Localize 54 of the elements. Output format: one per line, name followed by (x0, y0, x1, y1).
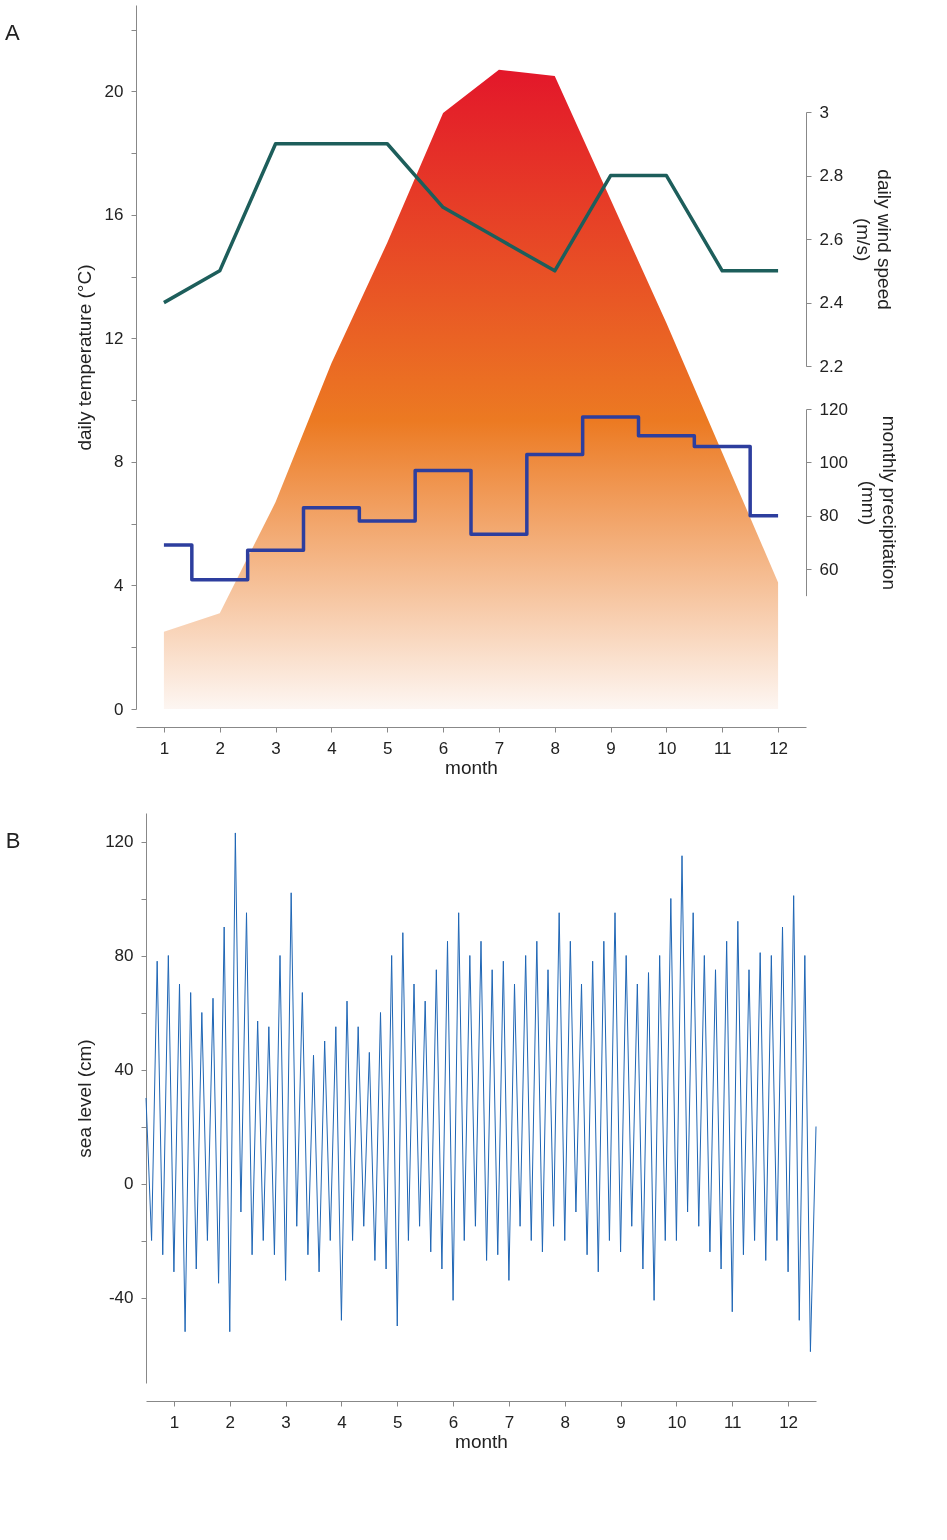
x-tick-label: 9 (616, 1412, 626, 1432)
y2-tick-label: 2.4 (819, 293, 844, 313)
y-tick-label: 16 (104, 205, 124, 225)
x-tick-label: 2 (215, 738, 225, 758)
text: B (5, 828, 21, 853)
y3-axis-title: monthly precipitation (mm) (857, 415, 900, 591)
y3-tick-label: 80 (819, 506, 839, 526)
x-tick-label: 5 (383, 738, 393, 758)
x-tick-label: 8 (550, 738, 560, 758)
line-series (145, 832, 817, 1353)
x-tick-label: 3 (271, 738, 281, 758)
x-tick-label: 12 (769, 738, 789, 758)
y-tick-label: 12 (104, 328, 124, 348)
x-tick-label: 4 (327, 738, 337, 758)
y-tick-label: 0 (114, 699, 124, 719)
y2-tick-label: 3 (819, 102, 829, 122)
y-tick-label: 40 (114, 1060, 134, 1079)
line-series (162, 142, 780, 305)
y3-tick-label: 100 (819, 452, 848, 472)
x-tick-label: 7 (504, 1412, 515, 1432)
x-tick-label: 4 (337, 1412, 347, 1432)
x-tick-label: 11 (713, 738, 732, 758)
y-axis-title: daily temperature (°C) (73, 264, 95, 451)
y-tick-label: -40 (108, 1288, 134, 1307)
y2-axis-title: daily wind speed (m/s) (853, 169, 896, 310)
y3-tick-label: 60 (819, 559, 839, 579)
x-tick-label: 10 (667, 1412, 687, 1432)
y-axis-title: sea level (cm) (74, 1039, 96, 1158)
y-tick-label: 0 (124, 1174, 134, 1193)
x-tick-label: 6 (448, 1412, 459, 1432)
y3-tick-label: 120 (819, 399, 848, 419)
x-tick-label: 7 (494, 738, 505, 758)
x-axis-title: month (445, 756, 498, 778)
x-tick-label: 2 (225, 1412, 235, 1432)
x-tick-label: 9 (606, 738, 616, 758)
y-tick-label: 80 (114, 946, 134, 965)
text: A (5, 20, 21, 45)
y2-tick-label: 2.8 (819, 166, 844, 186)
x-tick-label: 1 (159, 738, 170, 758)
x-tick-label: 6 (438, 738, 449, 758)
x-tick-label: 8 (560, 1412, 570, 1432)
x-tick-label: 1 (169, 1412, 180, 1432)
y-tick-label: 8 (114, 452, 124, 472)
y-tick-label: 20 (104, 81, 124, 101)
x-tick-label: 10 (657, 738, 677, 758)
y-tick-label: 4 (114, 575, 124, 595)
y-tick-label: 120 (105, 832, 134, 851)
x-tick-label: 5 (393, 1412, 403, 1432)
x-tick-label: 3 (281, 1412, 291, 1432)
x-axis-title: month (455, 1430, 508, 1452)
y2-tick-label: 2.6 (819, 229, 844, 249)
x-tick-label: 11 (723, 1412, 742, 1432)
x-tick-label: 12 (779, 1412, 799, 1432)
y2-tick-label: 2.2 (819, 356, 844, 376)
